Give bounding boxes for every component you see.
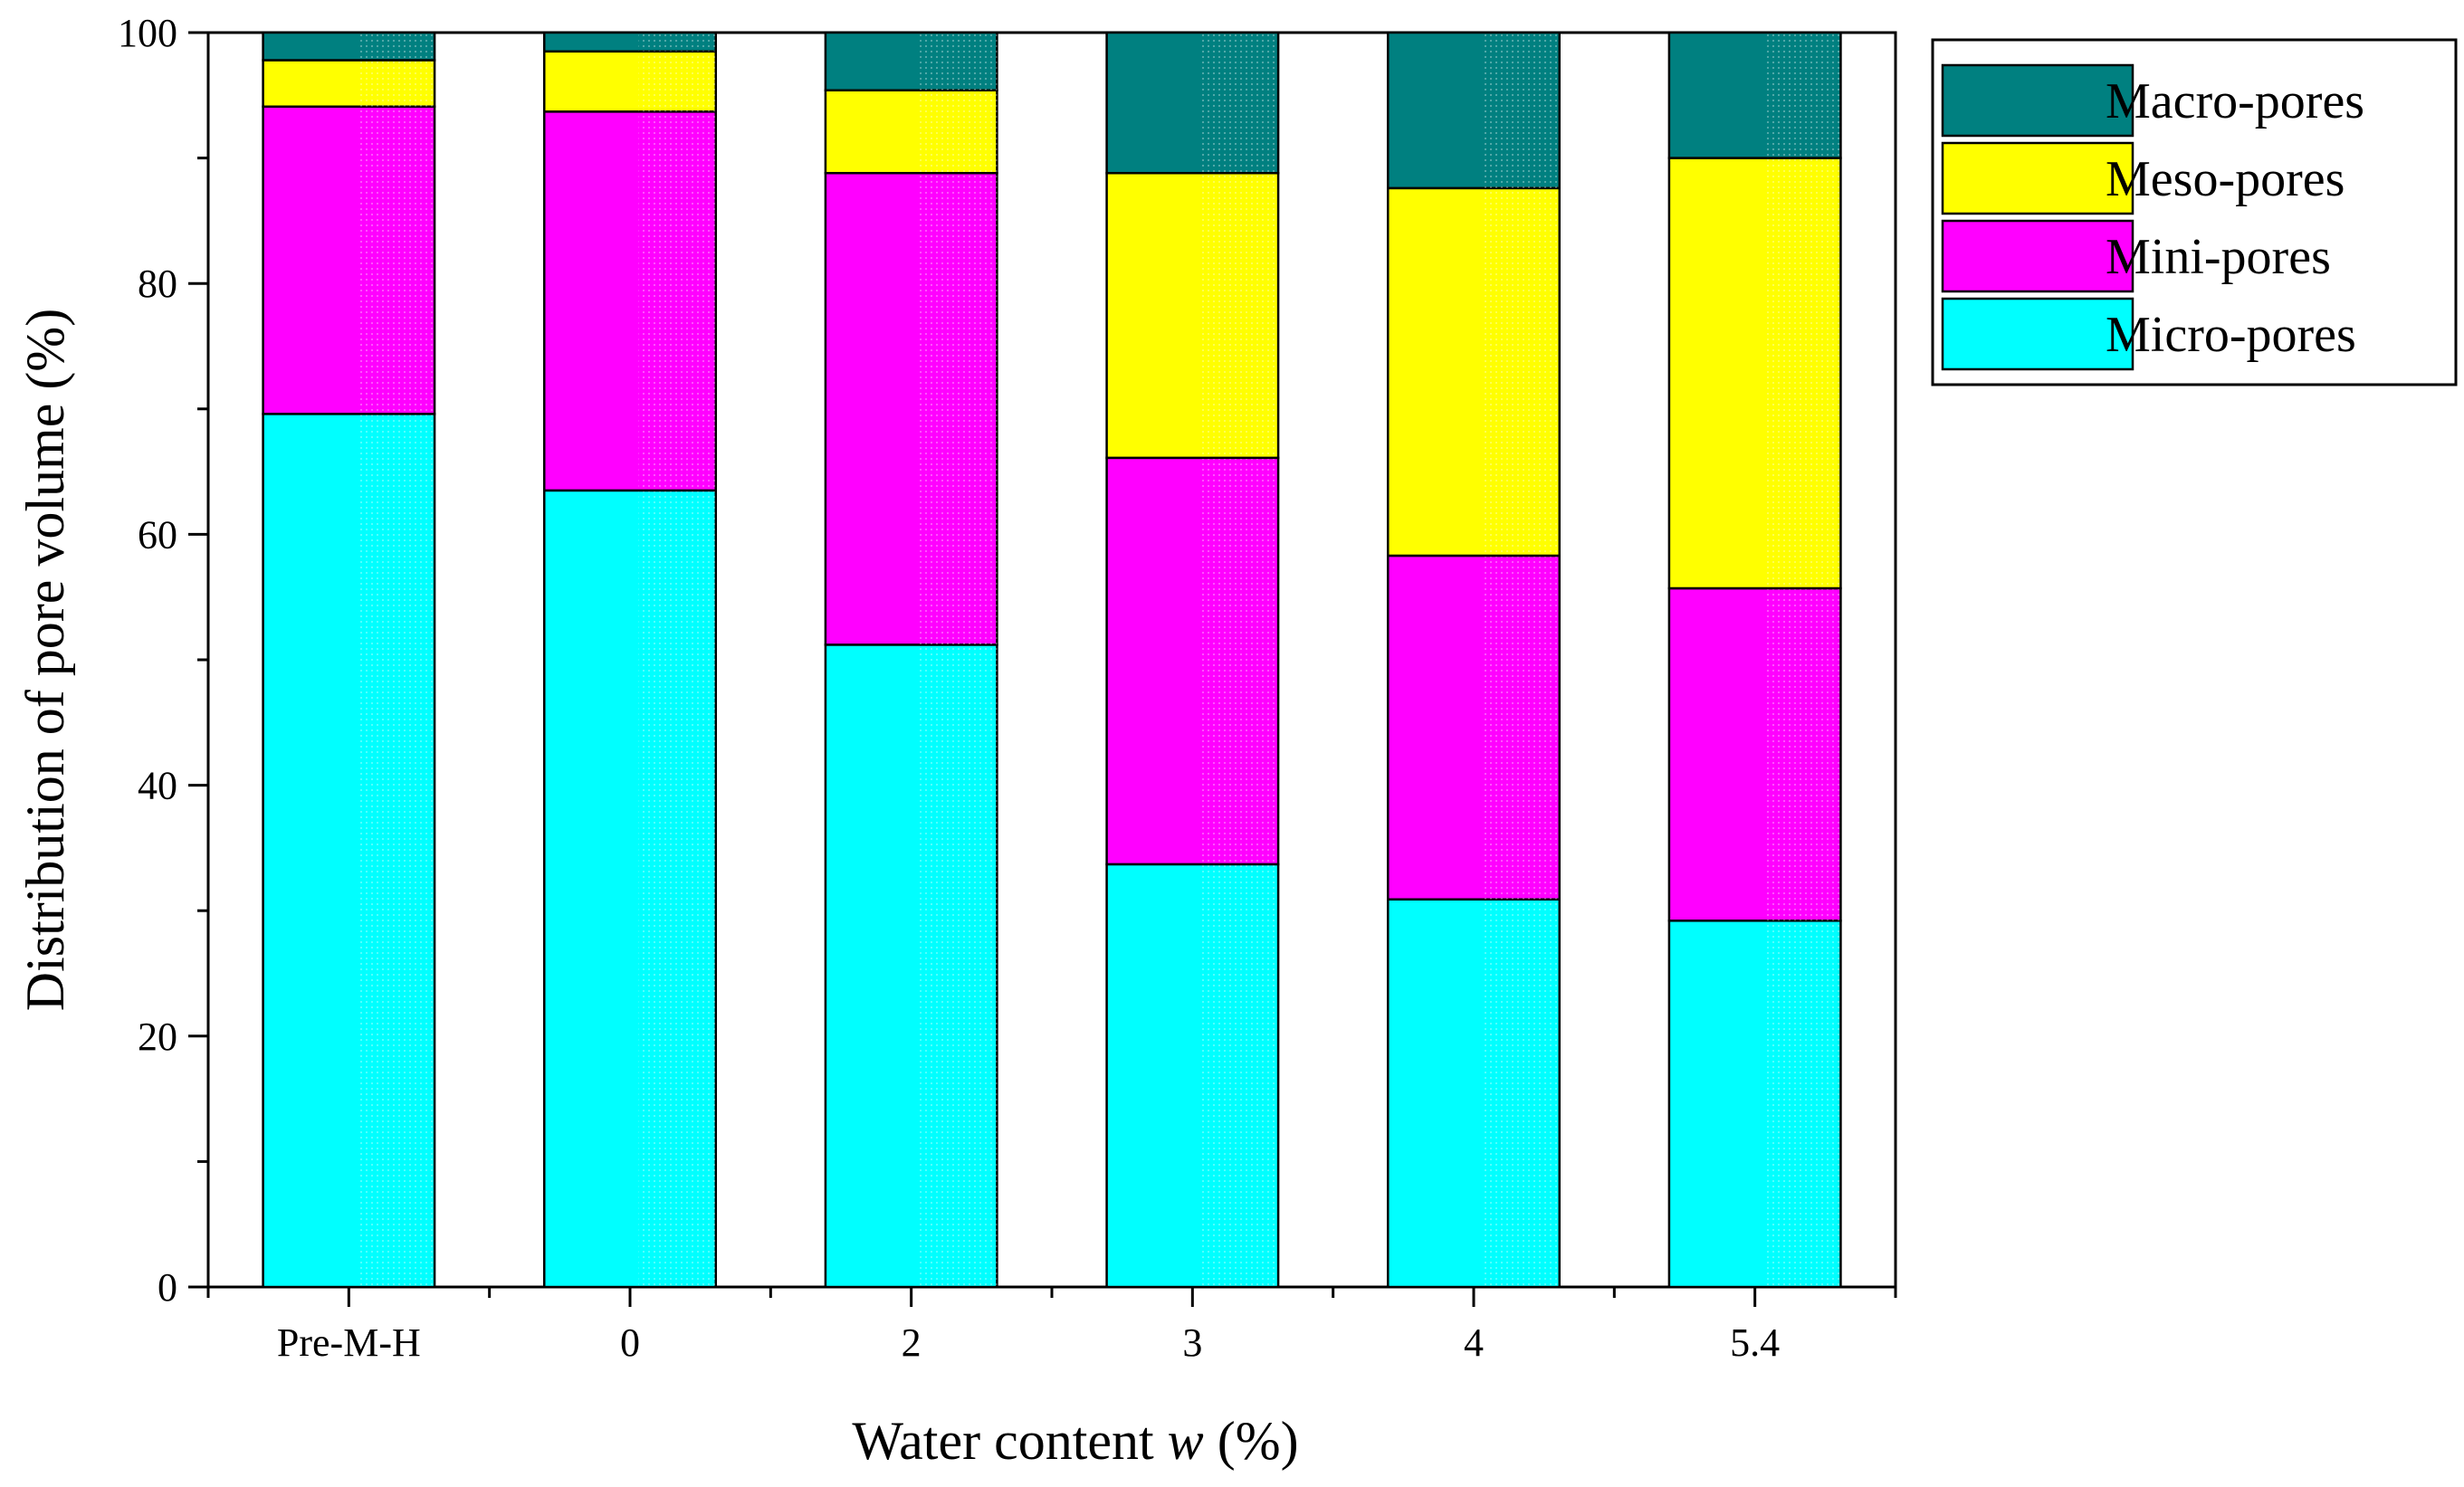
bar-meso-pores-6 xyxy=(1667,157,1842,590)
x-axis-title: Water content w (%) xyxy=(852,1411,1298,1471)
legend-swatch-micro-pores xyxy=(1941,297,2135,371)
bar-meso-pores-2 xyxy=(542,50,718,113)
legend-swatch-meso-pores xyxy=(1941,141,2135,215)
y-tick-label: 100 xyxy=(118,11,177,55)
x-tick-label: 5.4 xyxy=(1730,1320,1780,1365)
x-tick-label: Pre-M-H xyxy=(277,1320,421,1365)
bar-mini-pores-1 xyxy=(262,105,436,415)
bar-meso-pores-3 xyxy=(824,89,998,175)
bar-macro-pores-6 xyxy=(1667,31,1842,159)
bar-mini-pores-6 xyxy=(1667,586,1842,922)
y-tick-label: 60 xyxy=(138,512,177,557)
bar-micro-pores-1 xyxy=(262,413,436,1289)
y-tick-label: 40 xyxy=(138,764,177,808)
legend-label-meso-pores: Meso-pores xyxy=(2106,151,2345,207)
bar-mini-pores-4 xyxy=(1105,456,1280,866)
bar-micro-pores-4 xyxy=(1105,863,1280,1289)
bar-macro-pores-3 xyxy=(824,31,998,92)
x-axis: Pre-M-H 0 2 3 4 5.4 xyxy=(206,1287,1897,1365)
x-tick-label: 3 xyxy=(1182,1320,1202,1365)
bar-mini-pores-3 xyxy=(824,171,998,646)
bar-micro-pores-5 xyxy=(1386,898,1561,1289)
bar-meso-pores-1 xyxy=(262,59,436,109)
y-tick-label: 20 xyxy=(138,1015,177,1059)
legend-label-micro-pores: Micro-pores xyxy=(2106,307,2356,363)
bar-micro-pores-6 xyxy=(1667,920,1842,1289)
legend: Macro-pores Meso-pores Mini-pores Micro-por… xyxy=(1931,38,2458,386)
legend-label-mini-pores: Mini-pores xyxy=(2106,229,2331,285)
bar-mini-pores-5 xyxy=(1386,554,1561,901)
bar-macro-pores-2 xyxy=(542,31,718,53)
bar-meso-pores-4 xyxy=(1105,171,1280,460)
legend-label-macro-pores: Macro-pores xyxy=(2106,73,2364,129)
bar-micro-pores-3 xyxy=(824,643,998,1289)
bar-macro-pores-4 xyxy=(1105,31,1280,175)
bar-macro-pores-5 xyxy=(1386,31,1561,190)
bar-meso-pores-5 xyxy=(1386,186,1561,558)
legend-swatch-mini-pores xyxy=(1941,219,2135,293)
x-tick-label: 2 xyxy=(902,1320,922,1365)
bar-mini-pores-2 xyxy=(542,110,718,492)
plot-frame xyxy=(206,31,1897,1289)
y-axis-title: Distribution of pore volume (%) xyxy=(15,309,75,1012)
y-axis: 0 20 40 60 80 100 xyxy=(118,11,208,1310)
bar-macro-pores-1 xyxy=(262,31,436,62)
bar-micro-pores-2 xyxy=(542,489,718,1289)
y-tick-label: 0 xyxy=(158,1265,177,1310)
bars-group xyxy=(262,31,1842,1289)
x-tick-label: 0 xyxy=(620,1320,640,1365)
legend-swatch-macro-pores xyxy=(1941,63,2135,138)
y-tick-label: 80 xyxy=(138,262,177,306)
x-tick-label: 4 xyxy=(1464,1320,1484,1365)
